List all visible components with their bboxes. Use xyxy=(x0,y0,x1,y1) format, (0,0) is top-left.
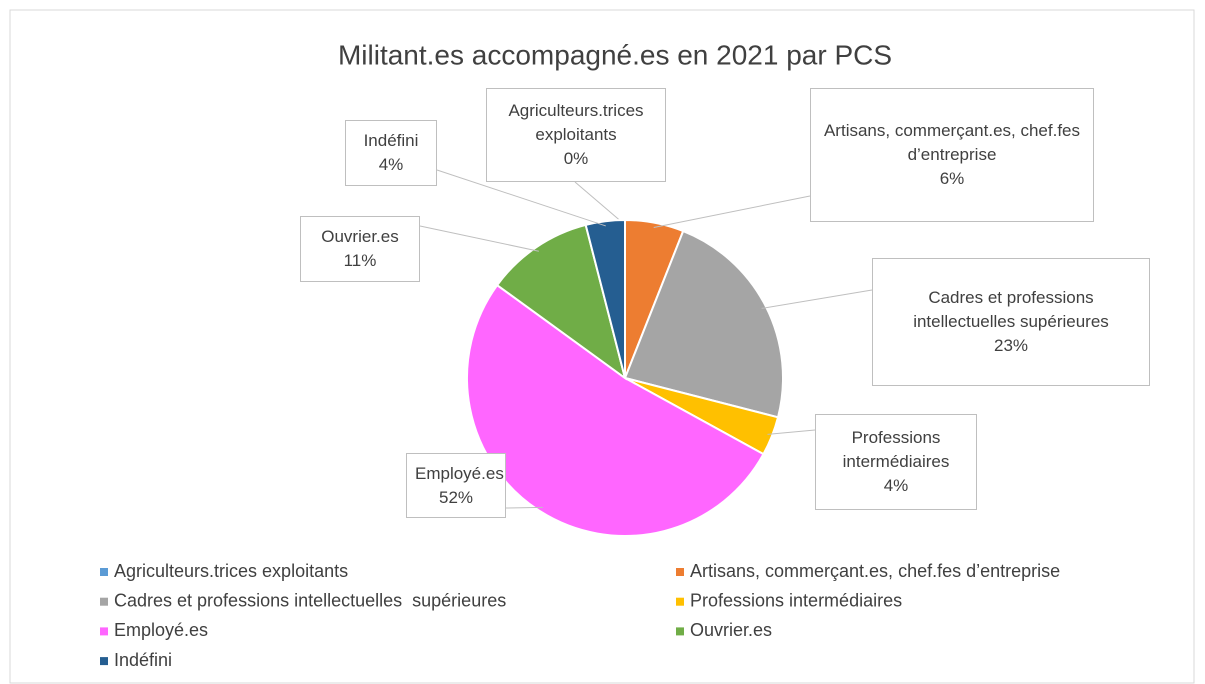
data-label: Indéfini 4% xyxy=(345,120,437,186)
data-label: Employé.es 52% xyxy=(406,453,506,518)
leader-line xyxy=(505,506,543,509)
leader-line xyxy=(653,195,811,228)
leader-line xyxy=(436,169,606,227)
data-label-category: Artisans, commerçant.es, chef.fes d’entr… xyxy=(823,121,1081,164)
legend-label: Agriculteurs.trices exploitants xyxy=(114,561,348,581)
legend-swatch xyxy=(676,597,684,606)
data-label-category: Professions intermédiaires xyxy=(842,428,950,471)
data-label: Agriculteurs.trices exploitants 0% xyxy=(486,88,666,182)
pie-slice xyxy=(466,283,765,537)
legend-label: Professions intermédiaires xyxy=(690,590,902,610)
data-label-category: Ouvrier.es xyxy=(321,227,399,246)
pie-slice xyxy=(495,223,627,381)
data-label-category: Agriculteurs.trices exploitants xyxy=(508,101,644,144)
leader-line xyxy=(574,181,626,226)
legend-swatch xyxy=(100,657,108,666)
legend-swatch xyxy=(100,627,108,636)
data-label-category: Cadres et professions intellectuelles su… xyxy=(913,288,1109,331)
data-label: Professions intermédiaires 4% xyxy=(815,414,977,510)
data-label-category: Indéfini xyxy=(363,131,419,150)
data-label-value: 6% xyxy=(939,169,965,188)
data-label: Cadres et professions intellectuelles su… xyxy=(872,258,1150,386)
legend-swatch xyxy=(100,568,108,576)
leader-line xyxy=(767,429,816,435)
leader-line xyxy=(761,289,873,309)
data-label-value: 23% xyxy=(993,336,1029,355)
data-label-value: 52% xyxy=(438,487,474,507)
pie-slice xyxy=(623,229,784,419)
legend-label: Cadres et professions intellectuelles su… xyxy=(114,590,506,610)
pie-slice xyxy=(584,218,626,379)
legend-swatch xyxy=(676,568,684,576)
data-label-value: 11% xyxy=(343,251,377,270)
chart-title: Militant.es accompagné.es en 2021 par PC… xyxy=(338,39,892,70)
legend-swatch xyxy=(100,597,108,606)
data-label-value: 4% xyxy=(378,155,404,174)
legend-label: Ouvrier.es xyxy=(690,620,772,640)
legend-label: Employé.es xyxy=(114,620,208,640)
data-label: Artisans, commerçant.es, chef.fes d’entr… xyxy=(810,88,1094,222)
data-label-category: Employé.es xyxy=(415,463,504,483)
legend-label: Indéfini xyxy=(114,650,172,670)
legend-label: Artisans, commerçant.es, chef.fes d’entr… xyxy=(690,561,1060,581)
data-label: Ouvrier.es 11% xyxy=(300,216,420,282)
leader-line xyxy=(419,225,539,252)
legend-swatch xyxy=(676,627,684,636)
data-label-value: 0% xyxy=(563,149,589,168)
data-label-value: 4% xyxy=(883,476,909,495)
